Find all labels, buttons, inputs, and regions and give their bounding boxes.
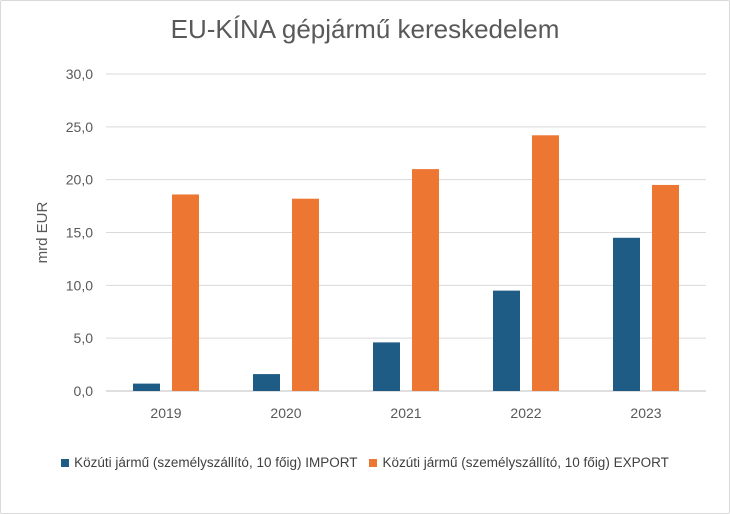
bar-import <box>493 290 520 391</box>
y-tick-label: 30,0 <box>66 66 93 82</box>
y-tick-label: 5,0 <box>74 330 94 346</box>
legend-swatch-export <box>369 458 378 467</box>
legend-label-import: Közúti jármű (személyszállító, 10 főig) … <box>74 455 358 470</box>
bar-export <box>292 198 319 391</box>
bar-import <box>133 383 160 391</box>
legend-item-import: Közúti jármű (személyszállító, 10 főig) … <box>61 455 357 470</box>
x-tick-label: 2019 <box>150 405 181 421</box>
x-tick-label: 2023 <box>630 405 661 421</box>
legend-swatch-import <box>61 458 70 467</box>
bar-export <box>652 184 679 391</box>
bar-import <box>373 342 400 391</box>
x-tick-label: 2021 <box>390 405 421 421</box>
bar-export <box>412 169 439 391</box>
chart-title: EU-KÍNA gépjármű kereskedelem <box>170 14 560 44</box>
x-tick-label: 2020 <box>270 405 301 421</box>
y-tick-label: 10,0 <box>66 277 93 293</box>
chart-legend: Közúti jármű (személyszállító, 10 főig) … <box>0 455 730 470</box>
legend-item-export: Közúti jármű (személyszállító, 10 főig) … <box>369 455 669 470</box>
bar-export <box>532 135 559 391</box>
x-tick-label: 2022 <box>510 405 541 421</box>
y-tick-label: 15,0 <box>66 225 93 241</box>
bar-export <box>172 194 199 391</box>
legend-label-export: Közúti jármű (személyszállító, 10 főig) … <box>382 455 669 470</box>
y-tick-label: 25,0 <box>66 119 93 135</box>
bar-import <box>253 374 280 391</box>
y-tick-label: 20,0 <box>66 172 93 188</box>
y-axis-label: mrd EUR <box>34 201 51 263</box>
bar-import <box>613 237 640 391</box>
y-tick-label: 0,0 <box>74 383 94 399</box>
